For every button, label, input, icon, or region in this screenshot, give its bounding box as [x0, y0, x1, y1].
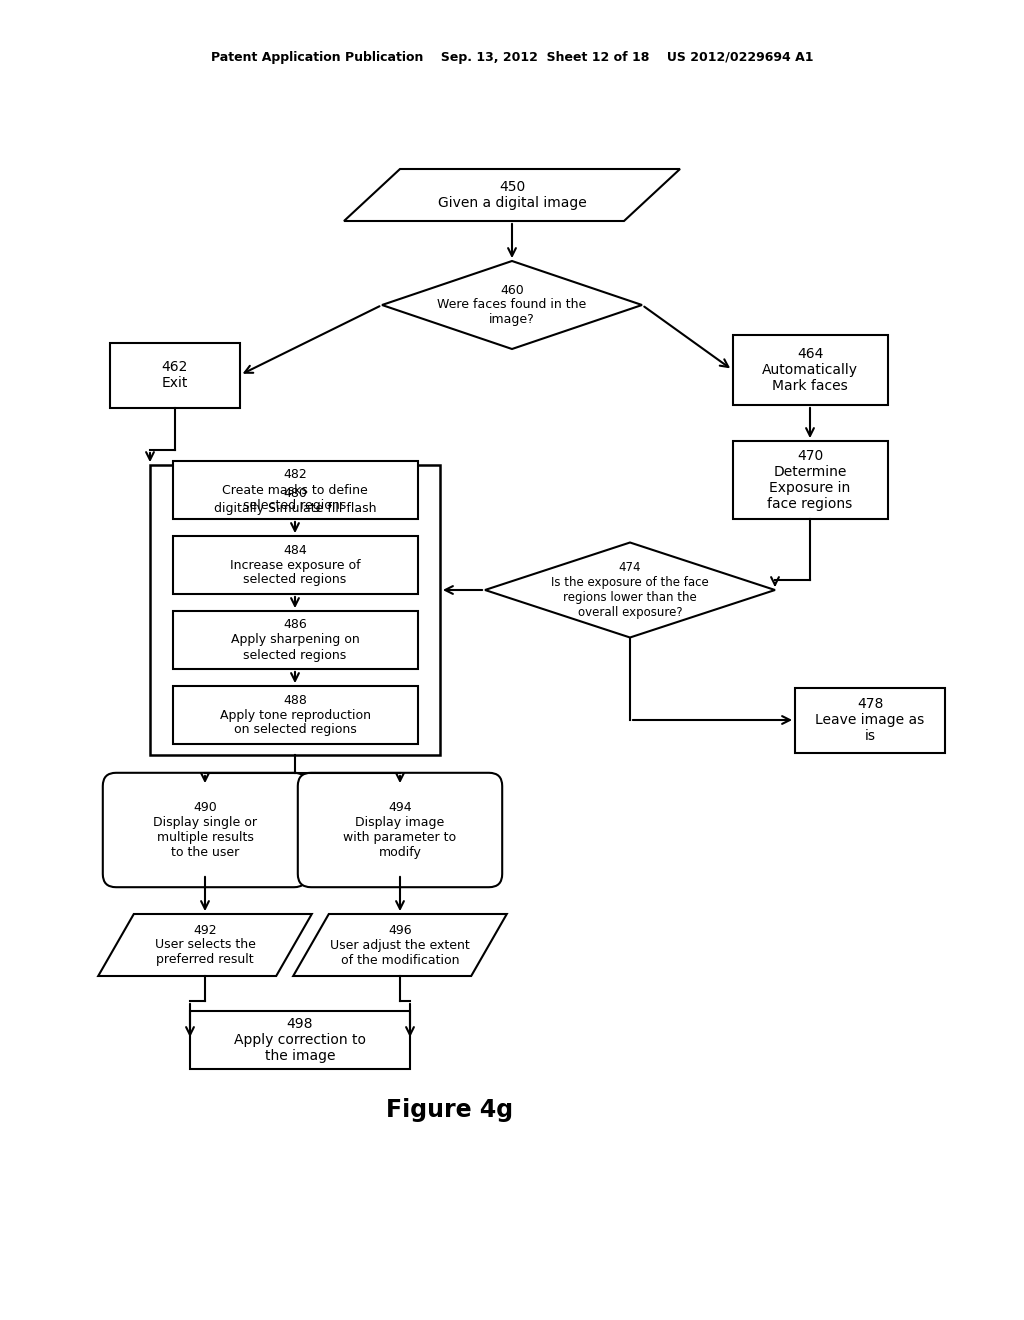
Polygon shape — [485, 543, 775, 638]
Polygon shape — [382, 261, 642, 348]
Text: 498
Apply correction to
the image: 498 Apply correction to the image — [234, 1016, 366, 1063]
Text: 450
Given a digital image: 450 Given a digital image — [437, 180, 587, 210]
Text: 470
Determine
Exposure in
face regions: 470 Determine Exposure in face regions — [767, 449, 853, 511]
FancyBboxPatch shape — [732, 335, 888, 405]
FancyBboxPatch shape — [150, 465, 440, 755]
FancyBboxPatch shape — [190, 1011, 410, 1069]
Text: 484
Increase exposure of
selected regions: 484 Increase exposure of selected region… — [229, 544, 360, 586]
FancyBboxPatch shape — [172, 611, 418, 669]
Text: 496
User adjust the extent
of the modification: 496 User adjust the extent of the modifi… — [330, 924, 470, 966]
Text: 488
Apply tone reproduction
on selected regions: 488 Apply tone reproduction on selected … — [219, 693, 371, 737]
Text: 460
Were faces found in the
image?: 460 Were faces found in the image? — [437, 284, 587, 326]
Text: 480
digitally Simulate fill flash: 480 digitally Simulate fill flash — [214, 487, 376, 515]
Polygon shape — [344, 169, 680, 220]
Text: 462
Exit: 462 Exit — [162, 360, 188, 391]
Polygon shape — [293, 913, 507, 975]
Text: 474
Is the exposure of the face
regions lower than the
overall exposure?: 474 Is the exposure of the face regions … — [551, 561, 709, 619]
FancyBboxPatch shape — [110, 342, 240, 408]
Text: Patent Application Publication    Sep. 13, 2012  Sheet 12 of 18    US 2012/02296: Patent Application Publication Sep. 13, … — [211, 51, 813, 65]
Text: Figure 4g: Figure 4g — [386, 1098, 514, 1122]
Text: 464
Automatically
Mark faces: 464 Automatically Mark faces — [762, 347, 858, 393]
FancyBboxPatch shape — [795, 688, 945, 752]
FancyBboxPatch shape — [732, 441, 888, 519]
FancyBboxPatch shape — [298, 772, 502, 887]
Text: 494
Display image
with parameter to
modify: 494 Display image with parameter to modi… — [343, 801, 457, 859]
FancyBboxPatch shape — [172, 536, 418, 594]
FancyBboxPatch shape — [172, 461, 418, 519]
FancyBboxPatch shape — [172, 686, 418, 744]
Text: 490
Display single or
multiple results
to the user: 490 Display single or multiple results t… — [153, 801, 257, 859]
Polygon shape — [98, 913, 311, 975]
Text: 478
Leave image as
is: 478 Leave image as is — [815, 697, 925, 743]
FancyBboxPatch shape — [102, 772, 307, 887]
Text: 492
User selects the
preferred result: 492 User selects the preferred result — [155, 924, 255, 966]
Text: 486
Apply sharpening on
selected regions: 486 Apply sharpening on selected regions — [230, 619, 359, 661]
Text: 482
Create masks to define
selected regions: 482 Create masks to define selected regi… — [222, 469, 368, 511]
